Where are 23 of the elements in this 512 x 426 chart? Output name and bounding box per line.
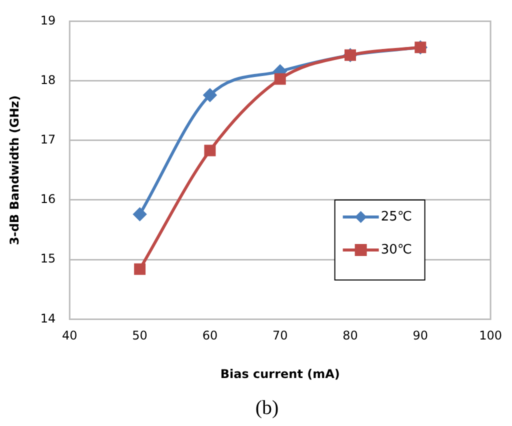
x-tick-label: 80 <box>342 328 358 343</box>
x-tick-label: 50 <box>132 328 148 343</box>
y-axis-title: 3-dB Bandwidth (GHz) <box>7 95 22 246</box>
point <box>203 88 216 102</box>
y-tick-label: 16 <box>40 192 56 206</box>
y-tick-label: 14 <box>40 311 56 326</box>
legend-label: 25℃ <box>380 209 412 224</box>
text: (b) <box>255 397 279 419</box>
y-tick-label: 19 <box>40 13 56 28</box>
x-tick-label: 40 <box>62 328 78 343</box>
point <box>274 73 286 85</box>
legend-label: 30℃ <box>380 242 412 258</box>
x-tick-label: 90 <box>412 328 428 343</box>
x-tick-label: 60 <box>202 328 218 343</box>
x-tick-label: 70 <box>272 328 288 343</box>
x-tick-label: 100 <box>479 328 502 343</box>
y-tick-label: 18 <box>40 72 56 87</box>
x-axis-title: Bias current (mA) <box>220 366 340 381</box>
point <box>133 208 146 221</box>
point <box>204 144 216 156</box>
point <box>134 263 146 275</box>
y-tick-label: 17 <box>40 132 56 147</box>
y-tick-label: 15 <box>40 252 56 266</box>
